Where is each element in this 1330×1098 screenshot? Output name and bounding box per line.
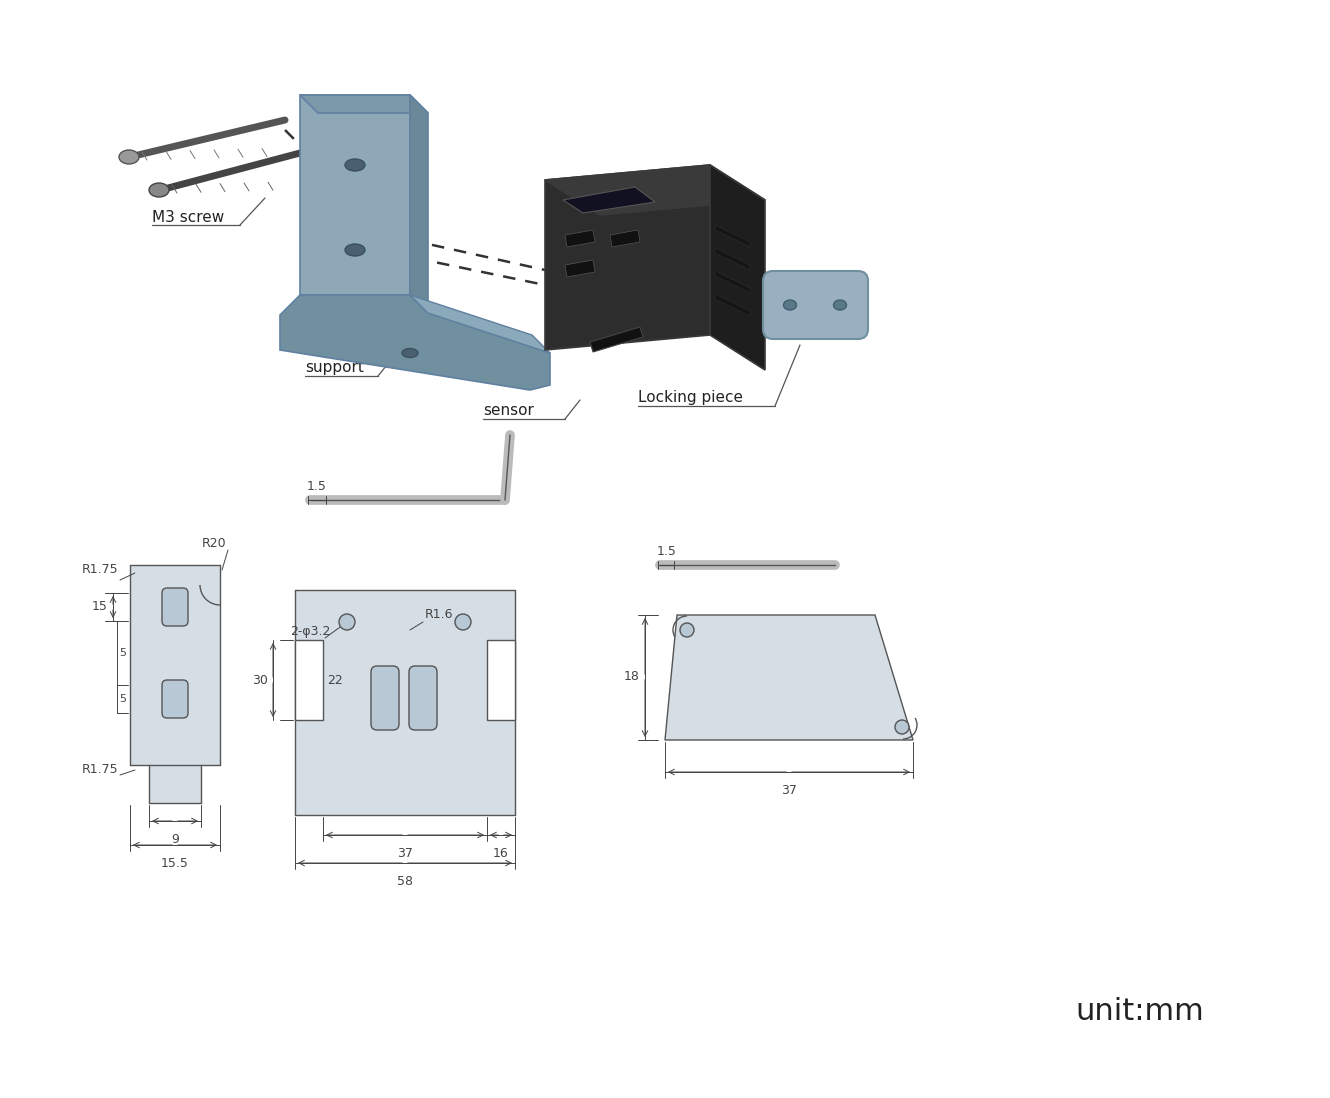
Ellipse shape	[783, 300, 797, 310]
FancyBboxPatch shape	[763, 271, 868, 339]
Polygon shape	[149, 765, 201, 803]
Circle shape	[680, 623, 694, 637]
Polygon shape	[665, 615, 912, 740]
Text: M3 screw: M3 screw	[152, 210, 225, 225]
Text: unit:mm: unit:mm	[1075, 997, 1204, 1026]
Text: 37: 37	[398, 847, 412, 860]
Polygon shape	[410, 96, 428, 313]
Text: 5: 5	[118, 694, 126, 704]
Polygon shape	[716, 248, 750, 270]
FancyBboxPatch shape	[410, 666, 438, 730]
Polygon shape	[716, 225, 750, 247]
Text: R1.75: R1.75	[82, 563, 118, 576]
Polygon shape	[545, 165, 765, 215]
Text: 16: 16	[493, 847, 509, 860]
Ellipse shape	[344, 159, 364, 171]
Polygon shape	[710, 165, 765, 370]
Text: 5: 5	[118, 648, 126, 658]
Ellipse shape	[834, 300, 846, 310]
Polygon shape	[487, 640, 515, 720]
Circle shape	[455, 614, 471, 630]
Ellipse shape	[149, 183, 169, 197]
Polygon shape	[295, 590, 515, 815]
Circle shape	[339, 614, 355, 630]
Text: 15: 15	[92, 601, 108, 614]
Polygon shape	[716, 271, 750, 293]
Polygon shape	[301, 96, 410, 295]
Text: 9: 9	[172, 833, 180, 845]
Text: 1.5: 1.5	[307, 480, 327, 493]
Text: 15.5: 15.5	[161, 858, 189, 870]
Polygon shape	[410, 295, 551, 352]
Text: Locking piece: Locking piece	[638, 390, 743, 405]
Circle shape	[895, 720, 908, 733]
Ellipse shape	[344, 244, 364, 256]
Text: R1.75: R1.75	[82, 763, 118, 776]
Text: support: support	[305, 360, 364, 376]
Text: sensor: sensor	[483, 403, 533, 418]
Polygon shape	[281, 295, 551, 390]
Polygon shape	[545, 165, 710, 350]
Text: R20: R20	[202, 537, 226, 550]
Polygon shape	[301, 96, 428, 113]
Polygon shape	[130, 565, 219, 765]
Ellipse shape	[402, 348, 418, 358]
Polygon shape	[565, 260, 595, 277]
Ellipse shape	[118, 150, 140, 164]
Polygon shape	[716, 294, 750, 316]
Polygon shape	[295, 640, 323, 720]
Text: 1.5: 1.5	[657, 545, 677, 558]
FancyBboxPatch shape	[162, 589, 188, 626]
Text: 18: 18	[624, 671, 640, 683]
Text: 22: 22	[327, 673, 343, 686]
Polygon shape	[610, 229, 640, 247]
Text: 58: 58	[396, 875, 414, 888]
FancyBboxPatch shape	[162, 680, 188, 718]
Text: 2-φ3.2: 2-φ3.2	[290, 625, 330, 638]
Text: R1.6: R1.6	[426, 608, 454, 621]
Polygon shape	[591, 327, 642, 352]
Text: 30: 30	[253, 673, 269, 686]
FancyBboxPatch shape	[371, 666, 399, 730]
Text: 37: 37	[781, 784, 797, 797]
Polygon shape	[565, 229, 595, 247]
Polygon shape	[563, 187, 654, 213]
